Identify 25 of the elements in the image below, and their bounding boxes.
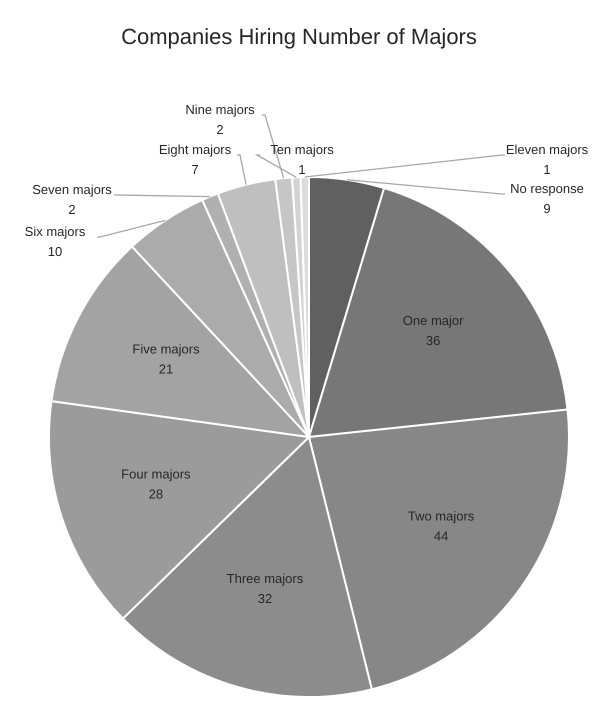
data-label: 9 <box>543 201 551 216</box>
slice-label: One major <box>402 313 464 328</box>
slice-label: Four majors <box>121 466 192 482</box>
chart-title: Companies Hiring Number of Majors <box>121 24 477 49</box>
data-label: 1 <box>298 162 306 177</box>
slice-label: Two majors <box>408 508 475 524</box>
slice-label: Three majors <box>226 571 304 586</box>
data-label: 32 <box>258 591 272 606</box>
data-label: 21 <box>158 362 174 377</box>
data-label: 28 <box>148 486 164 502</box>
data-label: 2 <box>68 202 76 217</box>
slice-label: No response <box>510 181 584 196</box>
slice-label: Six majors <box>24 224 86 239</box>
slice-label: Eleven majors <box>506 142 589 157</box>
data-label: 1 <box>543 162 551 177</box>
slice-label: Nine majors <box>185 102 256 117</box>
data-label: 36 <box>426 333 440 348</box>
data-label: 10 <box>48 244 62 259</box>
slice-label: Seven majors <box>32 182 112 197</box>
slice-label: Ten majors <box>270 142 334 157</box>
data-label: 7 <box>191 162 199 177</box>
data-label: 44 <box>434 528 448 544</box>
data-label: 2 <box>216 122 224 137</box>
slice-label: Eight majors <box>158 142 232 157</box>
slice-label: Five majors <box>132 342 200 357</box>
